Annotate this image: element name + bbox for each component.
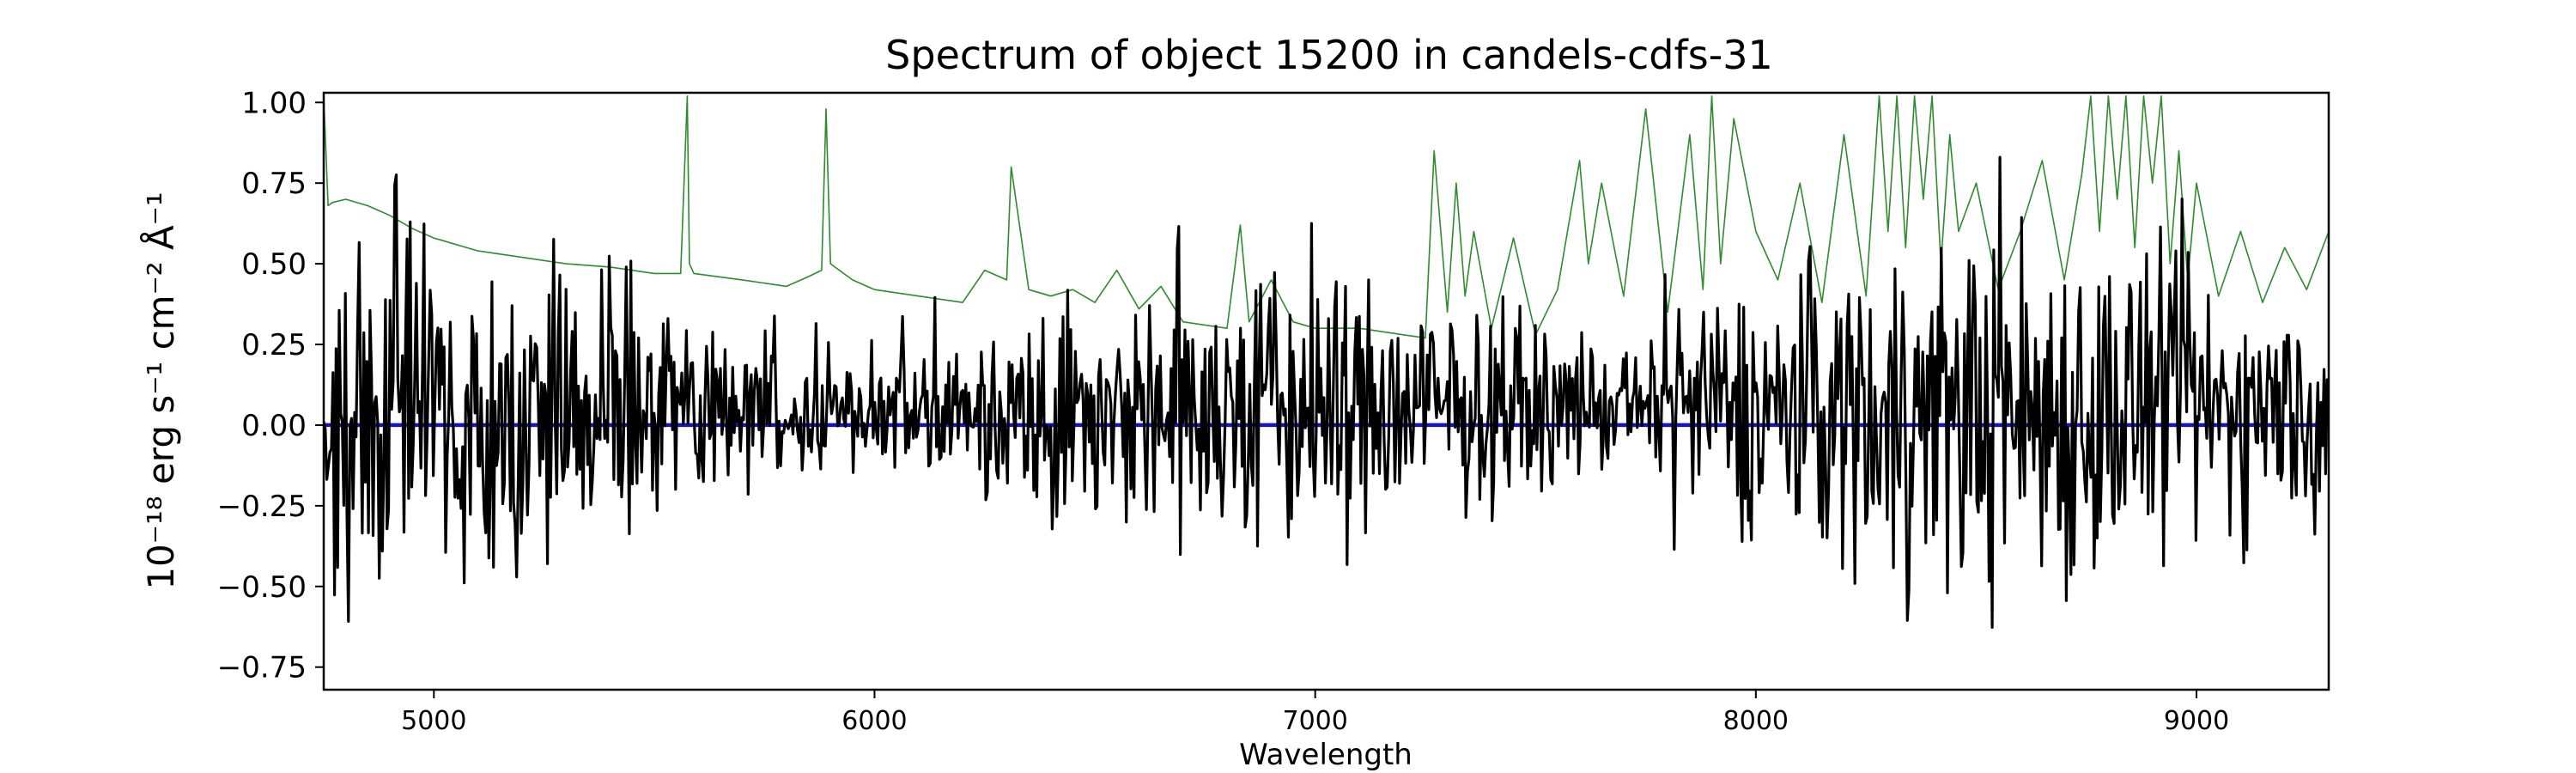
y-axis: −0.75 −0.50 −0.25 0.00 0.25 0.50 0.75 1.00 (217, 86, 324, 685)
x-tick-label: 5000 (401, 706, 466, 736)
series-sky-line (324, 95, 2329, 339)
x-tick-label: 8000 (1723, 706, 1789, 736)
plot-area (324, 95, 2329, 630)
x-axis-label: Wavelength (1239, 738, 1413, 772)
x-axis: 5000 6000 7000 8000 9000 (401, 690, 2229, 736)
y-tick-label: 1.00 (241, 86, 307, 120)
chart-title: Spectrum of object 15200 in candels-cdfs… (885, 32, 1773, 78)
y-tick-label: 0.50 (241, 247, 307, 282)
y-axis-label: 10⁻¹⁸ erg s⁻¹ cm⁻² Å⁻¹ (139, 192, 182, 589)
y-tick-label: 0.00 (241, 409, 307, 443)
x-tick-label: 7000 (1282, 706, 1347, 736)
x-tick-label: 6000 (841, 706, 907, 736)
y-tick-label: −0.25 (217, 490, 307, 524)
x-tick-label: 9000 (2164, 706, 2229, 736)
y-tick-label: −0.75 (217, 651, 307, 685)
series-flux-line (324, 155, 2329, 630)
plot-frame (322, 91, 2330, 691)
y-tick-label: 0.75 (241, 167, 307, 201)
y-tick-label: 0.25 (241, 328, 307, 362)
y-tick-label: −0.50 (217, 570, 307, 605)
